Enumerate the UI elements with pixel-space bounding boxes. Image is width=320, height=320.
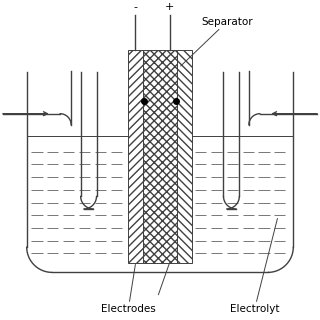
Text: -: - (133, 2, 137, 12)
Bar (128, 50, 142, 263)
Text: +: + (165, 2, 174, 12)
Bar (142, 50, 178, 263)
Text: Electrodes: Electrodes (101, 264, 156, 314)
Bar (178, 50, 192, 263)
Text: Separator: Separator (180, 17, 253, 66)
Text: Electrolyt: Electrolyt (230, 219, 279, 314)
